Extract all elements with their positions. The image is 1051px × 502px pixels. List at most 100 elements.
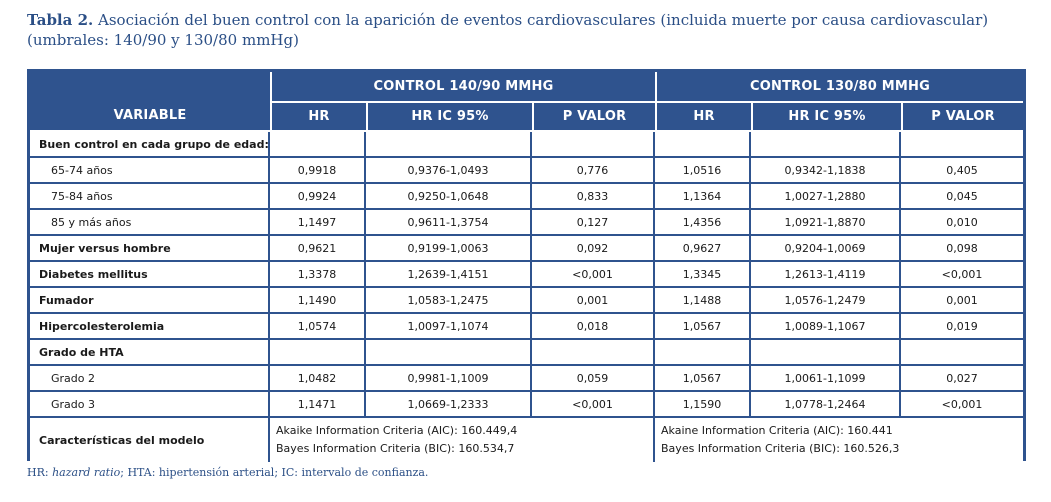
table-row: Diabetes mellitus 1,3378 1,2639-1,4151 <0,0… xyxy=(30,262,1024,288)
cell-hr-140: 1,0482 xyxy=(270,366,366,392)
cell-hr-130: 1,0567 xyxy=(655,366,752,392)
results-table: VARIABLE CONTROL 140/90 MMHG CONTROL 130… xyxy=(30,72,1024,462)
cell-ic-130: 1,0576-1,2479 xyxy=(751,288,902,314)
cell-p-130: 0,045 xyxy=(901,184,1024,210)
row-label: Fumador xyxy=(30,288,270,314)
cell-p-130 xyxy=(901,132,1024,158)
cell-ic-130: 1,0778-1,2464 xyxy=(751,392,902,418)
cell-hr-140: 1,1471 xyxy=(270,392,366,418)
table-row: 85 y más años 1,1497 0,9611-1,3754 0,127 1,4… xyxy=(30,210,1024,236)
row-label: Mujer versus hombre xyxy=(30,236,270,262)
cell-p-130: 0,405 xyxy=(901,158,1024,184)
cell-p-140 xyxy=(532,340,656,366)
cell-p-130: 0,001 xyxy=(901,288,1024,314)
footnote-part-b: hazard ratio xyxy=(52,466,121,479)
caption-text: Asociación del buen control con la apari… xyxy=(27,11,989,49)
cell-p-140: 0,127 xyxy=(532,210,656,236)
cell-ic-140: 1,0097-1,1074 xyxy=(366,314,532,340)
cell-p-130 xyxy=(901,340,1024,366)
col-header-ic-2: HR IC 95% xyxy=(751,103,902,132)
cell-hr-130: 1,1488 xyxy=(655,288,752,314)
cell-ic-130: 1,0921-1,8870 xyxy=(751,210,902,236)
table-row: Grado 2 1,0482 0,9981-1,1009 0,059 1,0567 1,0… xyxy=(30,366,1024,392)
cell-ic-140 xyxy=(366,132,532,158)
cell-ic-140 xyxy=(366,340,532,366)
bic-140: Bayes Information Criteria (BIC): 160.53… xyxy=(276,442,515,455)
cell-hr-130: 1,1364 xyxy=(655,184,752,210)
cell-hr-140 xyxy=(270,132,366,158)
table-footnote: HR: hazard ratio; HTA: hipertensión arte… xyxy=(27,466,1026,479)
cell-p-140: 0,001 xyxy=(532,288,656,314)
cell-ic-140: 0,9199-1,0063 xyxy=(366,236,532,262)
cell-ic-140: 0,9611-1,3754 xyxy=(366,210,532,236)
cell-p-140: 0,776 xyxy=(532,158,656,184)
cell-ic-130: 0,9342-1,1838 xyxy=(751,158,902,184)
col-header-hr-2: HR xyxy=(655,103,752,132)
table-caption: Tabla 2. Asociación del buen control con… xyxy=(27,10,1027,50)
aic-140: Akaike Information Criteria (AIC): 160.4… xyxy=(276,424,518,437)
cell-p-130: <0,001 xyxy=(901,262,1024,288)
cell-ic-140: 0,9376-1,0493 xyxy=(366,158,532,184)
row-label: 65-74 años xyxy=(30,158,270,184)
row-label: Grado de HTA xyxy=(30,340,270,366)
col-header-hr-1: HR xyxy=(270,103,366,132)
cell-p-130: 0,027 xyxy=(901,366,1024,392)
cell-p-140: 0,833 xyxy=(532,184,656,210)
cell-hr-140: 0,9918 xyxy=(270,158,366,184)
cell-ic-130: 0,9204-1,0069 xyxy=(751,236,902,262)
cell-hr-130 xyxy=(655,132,752,158)
cell-ic-140: 0,9981-1,1009 xyxy=(366,366,532,392)
bic-130: Bayes Information Criteria (BIC): 160.52… xyxy=(661,442,900,455)
cell-p-140: 0,092 xyxy=(532,236,656,262)
footnote-part-a: HR: xyxy=(27,466,53,479)
col-header-p-2: P VALOR xyxy=(901,103,1024,132)
table-row: 75-84 años 0,9924 0,9250-1,0648 0,833 1,1364… xyxy=(30,184,1024,210)
row-label: Características del modelo xyxy=(30,418,270,462)
cell-ic-130: 1,2613-1,4119 xyxy=(751,262,902,288)
cell-ic-130: 1,0089-1,1067 xyxy=(751,314,902,340)
cell-hr-140: 0,9924 xyxy=(270,184,366,210)
cell-ic-140: 1,2639-1,4151 xyxy=(366,262,532,288)
cell-hr-140: 1,1497 xyxy=(270,210,366,236)
cell-hr-140: 1,1490 xyxy=(270,288,366,314)
row-label: 85 y más años xyxy=(30,210,270,236)
table-row: Hipercolesterolemia 1,0574 1,0097-1,1074 0,… xyxy=(30,314,1024,340)
col-header-variable: VARIABLE xyxy=(30,72,270,132)
cell-p-130: 0,010 xyxy=(901,210,1024,236)
aic-130: Akaine Information Criteria (AIC): 160.4… xyxy=(661,424,893,437)
cell-hr-130: 0,9627 xyxy=(655,236,752,262)
cell-hr-130: 1,0516 xyxy=(655,158,752,184)
cell-p-130: <0,001 xyxy=(901,392,1024,418)
table-row: Buen control en cada grupo de edad: xyxy=(30,132,1024,158)
table-row: Grado 3 1,1471 1,0669-1,2333 <0,001 1,1590 1,… xyxy=(30,392,1024,418)
cell-hr-140: 0,9621 xyxy=(270,236,366,262)
cell-ic-140: 0,9250-1,0648 xyxy=(366,184,532,210)
cell-ic-130 xyxy=(751,340,902,366)
footnote-part-c: ; HTA: hipertensión arterial; IC: interv… xyxy=(120,466,429,479)
cell-p-140: <0,001 xyxy=(532,392,656,418)
cell-hr-140: 1,3378 xyxy=(270,262,366,288)
cell-p-140: 0,018 xyxy=(532,314,656,340)
cell-p-130: 0,019 xyxy=(901,314,1024,340)
table-row: Fumador 1,1490 1,0583-1,2475 0,001 1,1488 1,0… xyxy=(30,288,1024,314)
col-header-ic-1: HR IC 95% xyxy=(366,103,532,132)
cell-hr-140: 1,0574 xyxy=(270,314,366,340)
row-label: 75-84 años xyxy=(30,184,270,210)
group-header-130-80: CONTROL 130/80 MMHG xyxy=(655,72,1024,103)
cell-p-140 xyxy=(532,132,656,158)
row-label: Buen control en cada grupo de edad: xyxy=(30,132,270,158)
cell-hr-130: 1,1590 xyxy=(655,392,752,418)
model-criteria-130: Akaine Information Criteria (AIC): 160.4… xyxy=(655,418,1024,462)
row-label: Grado 2 xyxy=(30,366,270,392)
table-row: Grado de HTA xyxy=(30,340,1024,366)
model-criteria-140: Akaike Information Criteria (AIC): 160.4… xyxy=(270,418,656,462)
group-header-140-90: CONTROL 140/90 MMHG xyxy=(270,72,656,103)
cell-ic-130: 1,0027-1,2880 xyxy=(751,184,902,210)
row-label: Hipercolesterolemia xyxy=(30,314,270,340)
table-row: 65-74 años 0,9918 0,9376-1,0493 0,776 1,0516… xyxy=(30,158,1024,184)
results-table-frame: VARIABLE CONTROL 140/90 MMHG CONTROL 130… xyxy=(27,69,1026,462)
row-label: Grado 3 xyxy=(30,392,270,418)
cell-hr-130 xyxy=(655,340,752,366)
cell-ic-140: 1,0669-1,2333 xyxy=(366,392,532,418)
cell-hr-130: 1,0567 xyxy=(655,314,752,340)
